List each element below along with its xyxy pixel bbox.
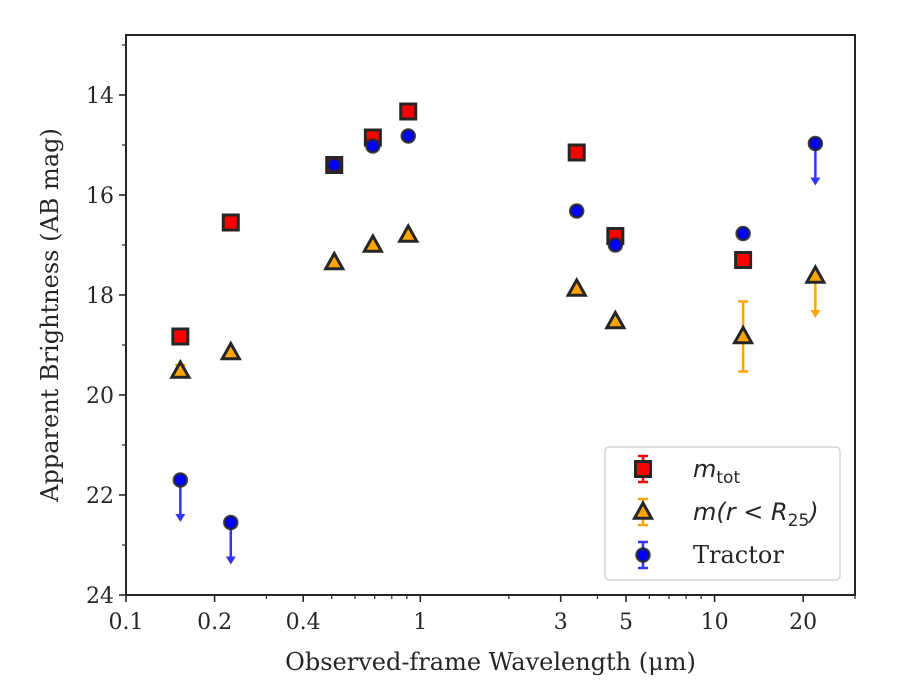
y-axis-title: Apparent Brightness (AB mag) [36, 128, 64, 503]
x-tick-label: 1 [413, 610, 427, 635]
legend-label-close: ) [807, 498, 818, 526]
x-tick-label: 5 [619, 610, 633, 635]
mr25-marker [397, 222, 420, 243]
legend-item-tractor: Tractor [635, 540, 784, 570]
mr25-point [804, 263, 827, 318]
plot-frame [125, 34, 856, 596]
tractor-point [223, 514, 239, 565]
x-tick-label: 3 [554, 610, 568, 635]
mr25-point [604, 309, 627, 330]
series-tractor [172, 128, 824, 565]
mr25-marker [604, 309, 627, 330]
tractor-upper-limit-arrow-head [175, 514, 186, 522]
legend-tractor-label: Tractor [693, 541, 784, 569]
tractor-marker [568, 203, 585, 219]
legend-mr25-marker [631, 499, 655, 520]
plot-data [169, 102, 827, 565]
legend-label-subscript: 25 [788, 511, 810, 531]
mtot-point [567, 143, 586, 162]
mr25-point [565, 276, 588, 297]
mr25-marker [804, 263, 827, 284]
legend-label-main: Tractor [693, 541, 784, 569]
tractor-marker [607, 237, 624, 253]
mr25-point [361, 232, 384, 253]
tractor-point [365, 138, 381, 154]
tractor-marker [365, 138, 381, 154]
y-tick-label: 16 [86, 184, 114, 209]
mtot-marker [171, 327, 190, 346]
mtot-marker [567, 143, 586, 162]
legend-item-mr25: m(r < R25) [631, 497, 819, 531]
tractor-marker [400, 128, 416, 144]
legend-tractor-marker [635, 547, 651, 563]
tractor-point [400, 128, 416, 144]
tractor-marker [735, 225, 751, 242]
legend-label-subscript: tot [716, 468, 740, 488]
legend: mtot m(r < R25) Tractor [604, 446, 841, 581]
tractor-marker [223, 514, 239, 531]
x-tick-label: 10 [701, 610, 729, 635]
mr25-point [323, 250, 346, 271]
mr25-point [219, 340, 242, 361]
y-tick-label: 24 [86, 584, 114, 609]
mtot-point [734, 251, 753, 269]
x-tick-label: 0.4 [286, 610, 321, 635]
legend-item-mtot: mtot [634, 454, 740, 488]
mr25-point [731, 300, 755, 373]
y-tick-label: 20 [86, 384, 114, 409]
tractor-point [326, 157, 342, 173]
tractor-upper-limit-arrow-head [225, 556, 236, 565]
mr25-marker [565, 276, 588, 297]
series-mr25 [169, 222, 827, 379]
legend-mtot-marker [634, 460, 652, 478]
mr25-point [397, 222, 420, 243]
mr25-marker [169, 358, 192, 379]
y-tick-label: 14 [86, 84, 114, 109]
mr25-marker [731, 324, 755, 345]
mr25-marker [219, 340, 242, 361]
mtot-marker [221, 213, 240, 232]
tractor-upper-limit-arrow-head [810, 177, 821, 186]
tractor-marker [326, 157, 342, 173]
mtot-point [171, 327, 190, 346]
legend-label-main: m(r < R [693, 498, 788, 526]
tractor-point [607, 237, 624, 253]
mtot-point [221, 213, 240, 232]
mr25-marker [323, 250, 346, 271]
x-axis-title: Observed-frame Wavelength (μm) [285, 648, 696, 676]
tractor-marker [807, 135, 824, 152]
mr25-point [169, 358, 192, 379]
tractor-point [568, 203, 585, 219]
tractor-point [172, 472, 189, 522]
tractor-point [735, 225, 751, 242]
legend-mr25-label: m(r < R25) [693, 498, 819, 531]
x-tick-label: 0.2 [197, 610, 232, 635]
series-mtot [171, 102, 753, 346]
y-tick-label: 22 [86, 484, 114, 509]
legend-mtot-label: mtot [693, 455, 740, 488]
tractor-marker [172, 472, 189, 488]
mtot-marker [399, 102, 418, 121]
x-tick-label: 0.1 [109, 610, 144, 635]
tick-labels: 0.1 0.2 0.4 1 3 5 10 20 14 16 18 20 22 24 [86, 84, 817, 635]
mtot-point [399, 102, 418, 121]
x-tick-label: 20 [789, 610, 817, 635]
mtot-marker [734, 251, 753, 269]
legend-label-main: m [693, 455, 716, 483]
legend-box [604, 446, 841, 581]
y-tick-label: 18 [86, 284, 114, 309]
tractor-point [807, 135, 824, 186]
mr25-marker [361, 232, 384, 253]
mr25-upper-limit-arrow-head [810, 310, 821, 318]
